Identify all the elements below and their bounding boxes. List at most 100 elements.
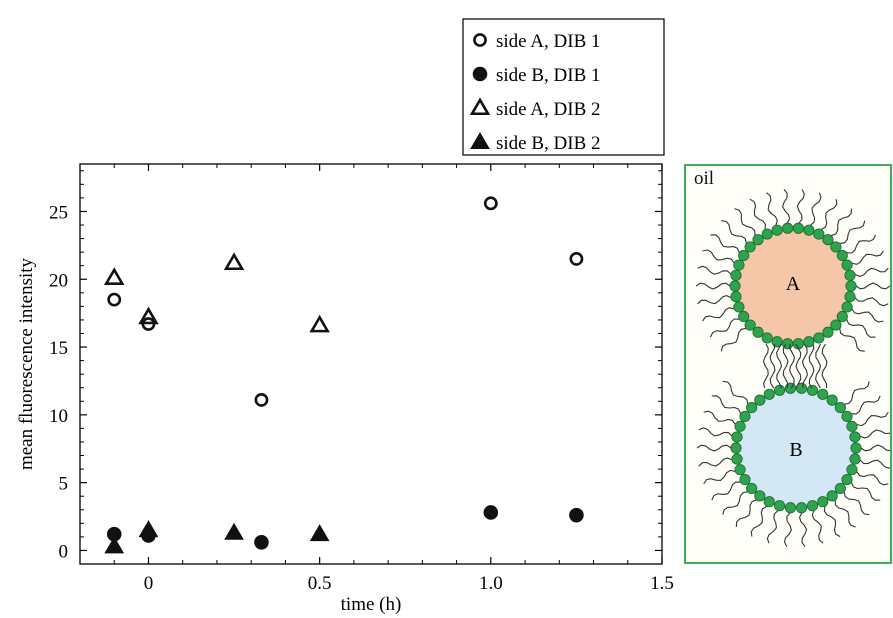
lipid-head xyxy=(754,490,766,502)
lipid-head xyxy=(752,326,764,338)
lipid-head xyxy=(752,234,764,246)
lipid-tail xyxy=(698,427,733,437)
lipid-head xyxy=(841,410,853,423)
bilayer-tail xyxy=(801,343,808,389)
lipid-tail xyxy=(854,267,889,277)
lipid-tail xyxy=(843,381,870,405)
legend-marker xyxy=(470,132,490,149)
scatter-chart: 0 0.5 1.0 1.5 0 5 10 15 20 25 time (h) mean fluo… xyxy=(16,18,674,615)
lipid-tail xyxy=(796,189,805,224)
data-point xyxy=(483,505,499,520)
lipid-head xyxy=(841,473,853,486)
oil-label: oil xyxy=(694,168,715,189)
lipid-head xyxy=(845,280,857,292)
lipid-tail xyxy=(703,469,736,485)
lipid-tail xyxy=(749,198,767,230)
y-axis-ticks: 0 5 10 15 20 25 xyxy=(49,170,662,562)
lipid-head xyxy=(730,291,742,303)
lipid-tail xyxy=(839,220,866,245)
lipid-tail xyxy=(859,429,890,439)
legend-box xyxy=(462,18,665,156)
droplet-b-label: B xyxy=(789,439,802,461)
bilayer-tail xyxy=(795,343,802,389)
lipid-tail xyxy=(782,189,791,224)
droplet-interface-bilayer-schematic: oil A B xyxy=(684,164,892,564)
lipid-head xyxy=(836,310,848,323)
lipid-head xyxy=(761,332,773,344)
x-tick-label: 1.5 xyxy=(650,573,674,594)
lipid-head xyxy=(734,464,746,476)
data-point xyxy=(569,507,584,523)
series-1 xyxy=(107,196,584,407)
series-2 xyxy=(106,505,584,550)
lipid-tail xyxy=(820,199,838,231)
lipid-tail xyxy=(855,282,890,290)
lipid-head xyxy=(844,291,856,303)
lipid-tail xyxy=(859,459,890,469)
lipid-tail xyxy=(722,491,749,515)
droplet-a-label: A xyxy=(786,273,801,295)
lipid-tail xyxy=(839,328,865,352)
lipid-head xyxy=(849,453,861,465)
x-tick-label: 0 xyxy=(144,573,154,594)
y-tick-label: 0 xyxy=(59,541,69,562)
x-axis-label: time (h) xyxy=(341,594,402,615)
lipid-tail xyxy=(860,444,890,452)
lipid-head xyxy=(817,496,829,508)
lipid-tail xyxy=(702,249,735,264)
lipid-tail xyxy=(766,510,779,544)
lipid-head xyxy=(822,234,834,246)
lipid-head xyxy=(773,384,786,396)
data-point xyxy=(254,535,269,550)
lipid-head xyxy=(763,388,775,400)
lipid-tail xyxy=(851,308,884,323)
plot-axes xyxy=(79,163,663,565)
lipid-head xyxy=(806,384,819,396)
lipid-head xyxy=(729,280,741,292)
series-4 xyxy=(104,520,330,554)
lipid-head xyxy=(739,410,751,423)
legend-entry: side A, DIB 1 xyxy=(473,31,601,52)
lipid-head xyxy=(795,502,808,514)
lipid-tail xyxy=(854,297,889,307)
lipid-head xyxy=(813,228,825,240)
lipid-head xyxy=(817,388,829,400)
legend: side A, DIB 1 side B, DIB 1 side A, DIB 2 s… xyxy=(462,18,665,156)
lipid-tail xyxy=(843,491,870,516)
lipid-tail xyxy=(711,481,741,501)
data-point xyxy=(138,306,159,325)
lipid-tail xyxy=(850,481,881,501)
lipid-head xyxy=(836,249,848,262)
legend-marker xyxy=(469,97,491,116)
lipid-head xyxy=(813,332,825,344)
data-point xyxy=(569,252,584,266)
lipid-head xyxy=(730,442,742,454)
lipid-tail xyxy=(710,234,740,254)
lipid-head xyxy=(734,420,746,432)
droplet-b xyxy=(696,380,890,547)
x-tick-label: 1.0 xyxy=(479,573,503,594)
lipid-head xyxy=(841,259,853,271)
lipid-head xyxy=(795,382,808,394)
lipid-head xyxy=(746,401,758,414)
lipid-tail xyxy=(703,410,736,425)
bilayer-tail xyxy=(789,343,795,389)
data-point xyxy=(103,267,125,285)
lipid-head xyxy=(846,420,858,432)
lipid-tail xyxy=(856,411,889,427)
lipid-head xyxy=(744,241,756,253)
lipid-head xyxy=(763,496,775,508)
lipid-head xyxy=(784,502,797,514)
bilayer-tail xyxy=(808,343,815,389)
bilayer-tail xyxy=(776,343,783,389)
legend-entry: side B, DIB 1 xyxy=(472,65,601,86)
data-point xyxy=(309,314,330,333)
droplet-fill xyxy=(735,228,851,344)
lipid-head xyxy=(826,394,838,406)
bilayer-tail xyxy=(762,343,769,389)
data-point xyxy=(223,252,245,271)
lipid-tail xyxy=(834,499,856,528)
bilayer-tail xyxy=(782,343,789,389)
lipid-head xyxy=(826,490,838,502)
legend-label: side B, DIB 2 xyxy=(496,133,601,154)
